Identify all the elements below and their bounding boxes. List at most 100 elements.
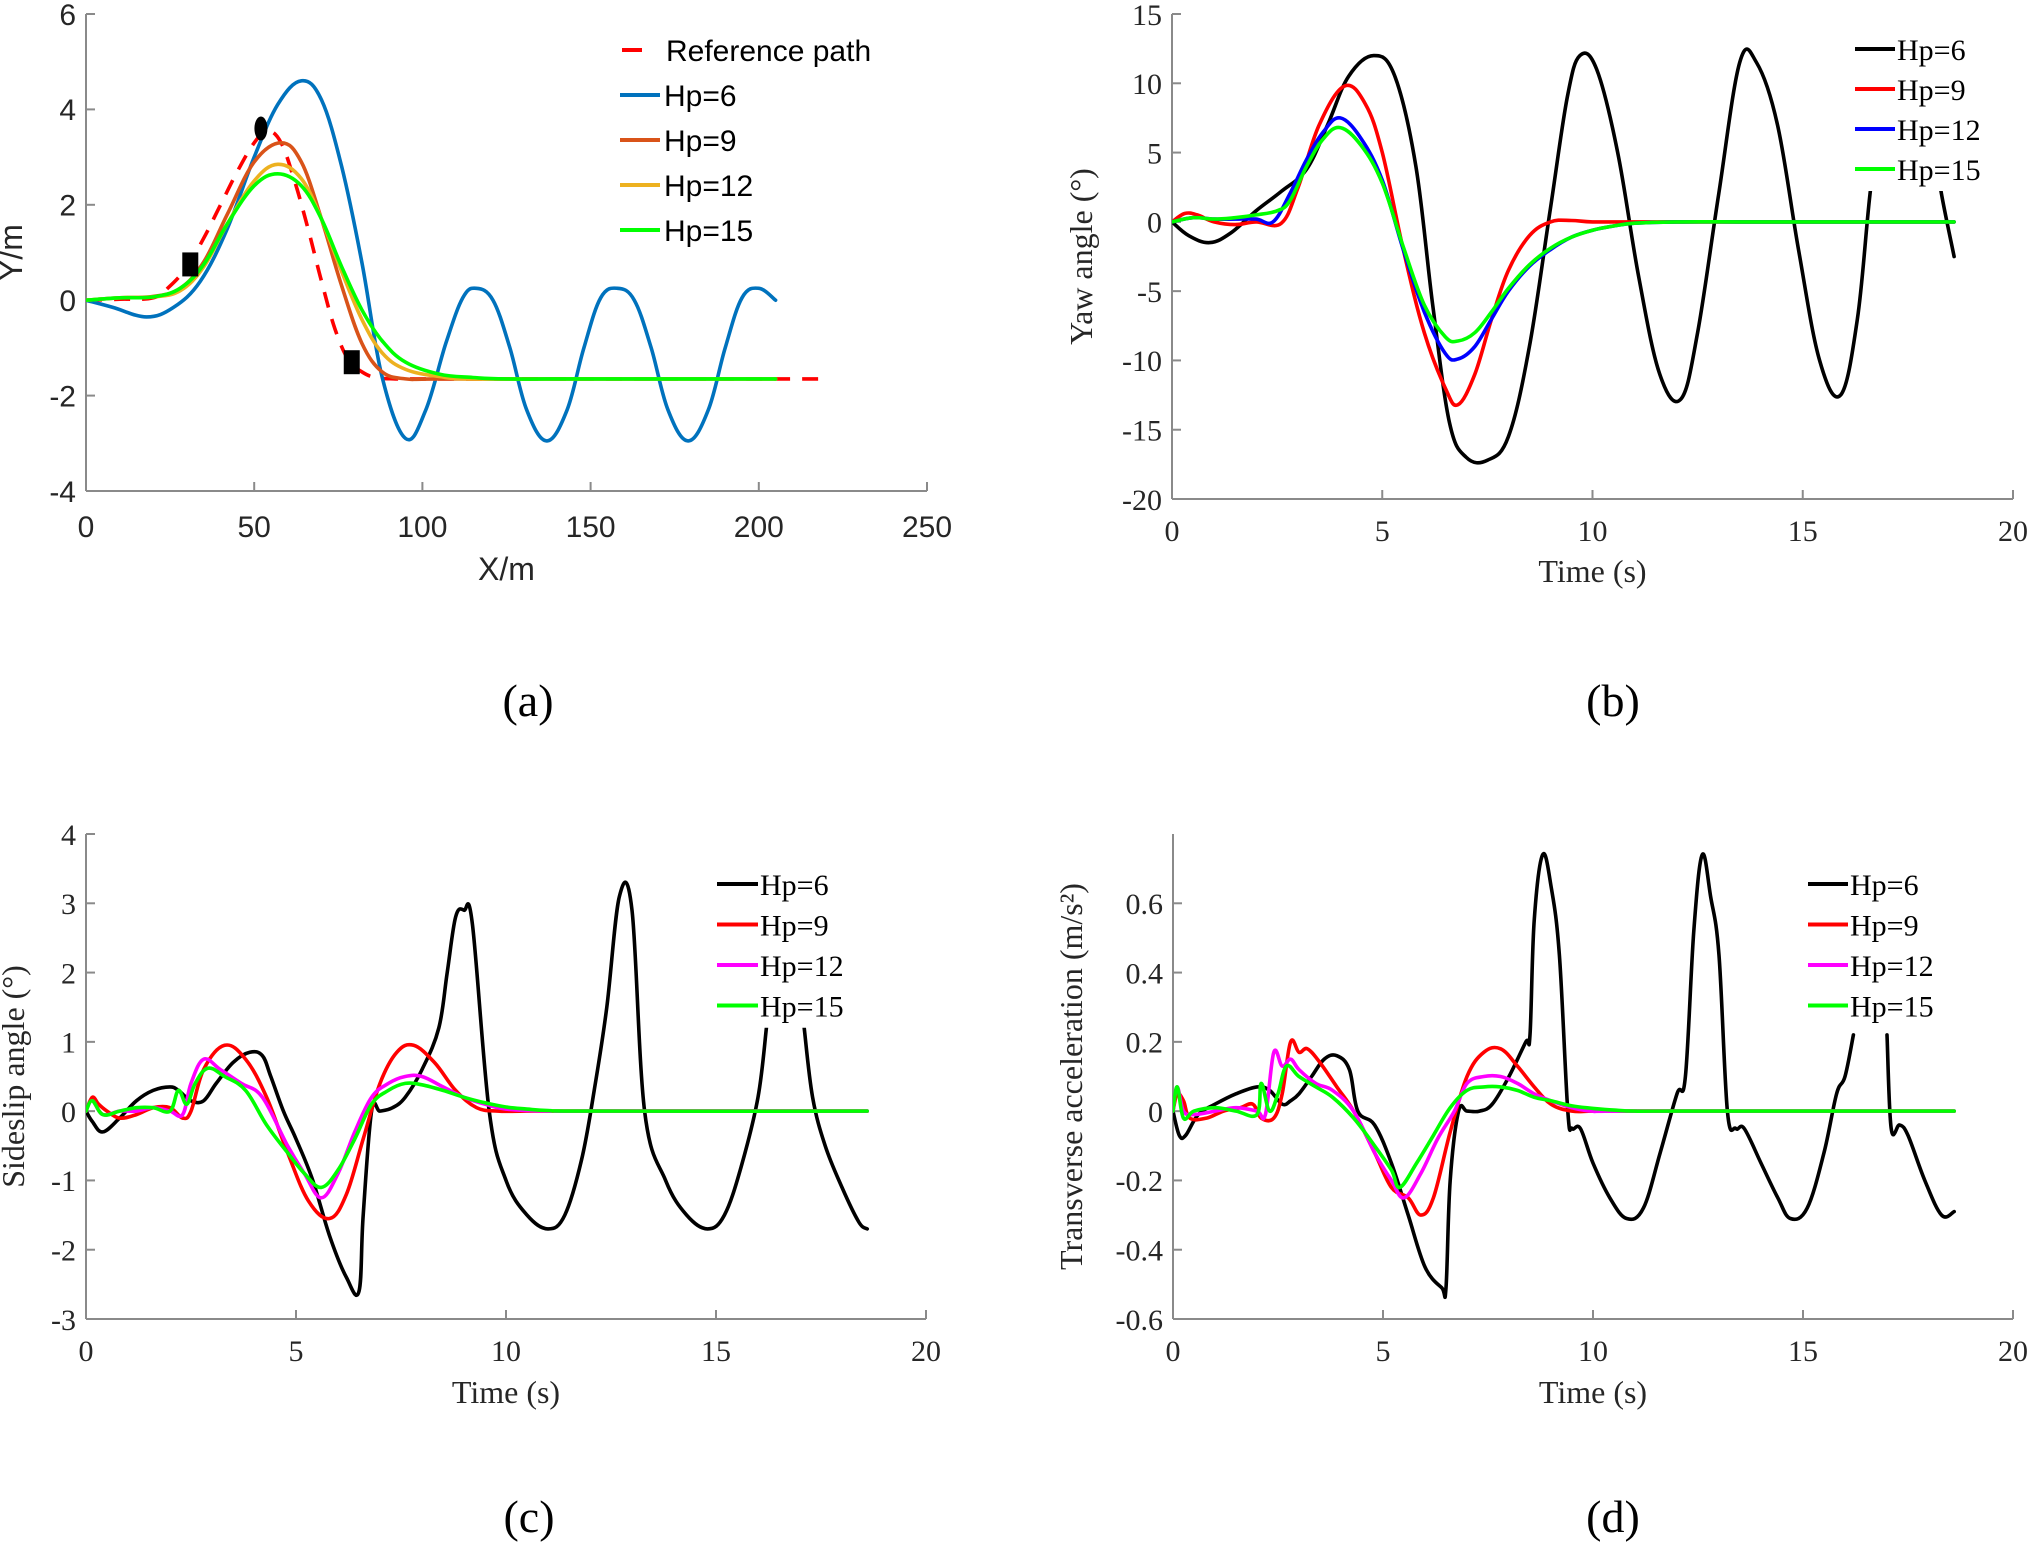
legend-box <box>711 861 861 1028</box>
y-tick-label: 4 <box>61 819 76 852</box>
x-tick-label: 20 <box>1998 1335 2028 1368</box>
x-tick-label: 20 <box>911 1335 941 1368</box>
legend-label: Hp=6 <box>664 80 737 113</box>
legend-label: Hp=6 <box>1850 869 1919 902</box>
legend-label: Hp=15 <box>664 215 753 248</box>
marker-square <box>182 252 199 277</box>
series-line-hp-6 <box>1173 851 1856 1300</box>
series-line-hp-6 <box>1172 47 1956 465</box>
legend-box <box>1802 861 1952 1028</box>
series-line-hp-9 <box>86 1042 869 1221</box>
panel-b-chart: 0 5 10 15 20 -20 -15 -10 -5 0 5 10 15 Time (s) Yaw ang… <box>1063 0 2028 589</box>
y-tick-label: -10 <box>1122 345 1162 378</box>
legend-label: Hp=12 <box>664 170 753 203</box>
panel-label-d: (d) <box>1586 1491 1640 1542</box>
x-axis-label: X/m <box>478 551 535 587</box>
y-tick-label: 0 <box>1148 1096 1163 1129</box>
x-axis-label: Time (s) <box>1538 553 1646 589</box>
y-tick-label: -4 <box>49 476 76 509</box>
y-tick-label: 0.2 <box>1126 1027 1164 1060</box>
legend-box <box>614 25 944 255</box>
plot-area <box>1172 47 1956 465</box>
legend-label: Hp=12 <box>1897 114 1981 147</box>
legend-label: Hp=9 <box>1850 909 1919 942</box>
legend-label: Hp=9 <box>664 125 737 158</box>
legend-label: Hp=9 <box>760 909 829 942</box>
y-axis-label: Yaw angle (°) <box>1063 168 1099 345</box>
panel-label-b: (b) <box>1586 675 1640 726</box>
x-tick-label: 10 <box>1578 1335 1608 1368</box>
x-tick-label: 5 <box>1376 1335 1391 1368</box>
legend-label: Hp=15 <box>1897 154 1981 187</box>
x-tick-label: 0 <box>1165 515 1180 548</box>
panel-a-chart: 0 50 100 150 200 250 -4 -2 0 2 4 6 X/m Y/m Reference p… <box>0 0 952 587</box>
series-line-hp-15 <box>86 172 778 381</box>
legend-label: Hp=12 <box>1850 950 1934 983</box>
x-tick-label: 0 <box>78 511 95 544</box>
series-line-hp-12 <box>1172 116 1956 362</box>
legend: Reference path Hp=6 Hp=9 Hp=12 Hp=15 <box>614 25 944 255</box>
x-tick-label: 0 <box>79 1335 94 1368</box>
series-line-hp-9 <box>1172 83 1956 408</box>
x-tick-label: 50 <box>238 511 271 544</box>
y-tick-label: 1 <box>61 1027 76 1060</box>
x-tick-label: 5 <box>289 1335 304 1368</box>
y-tick-label: 0 <box>59 285 76 318</box>
y-tick-label: -15 <box>1122 415 1162 448</box>
y-tick-label: 3 <box>61 888 76 921</box>
y-axis-label: Transverse acceleration (m/s²) <box>1053 883 1089 1270</box>
y-tick-label: -20 <box>1122 484 1162 517</box>
marker-ellipse <box>254 116 268 141</box>
x-tick-label: 250 <box>902 511 952 544</box>
y-tick-label: -0.2 <box>1116 1165 1164 1198</box>
legend-label: Hp=12 <box>760 950 844 983</box>
panel-d-chart: 0 5 10 15 20 -0.6 -0.4 -0.2 0 0.2 0.4 0.6 Time (s) Tr… <box>1053 834 2028 1410</box>
legend-label: Hp=6 <box>760 869 829 902</box>
y-tick-label: -0.6 <box>1116 1304 1164 1337</box>
y-tick-label: 6 <box>59 0 76 32</box>
y-tick-label: -0.4 <box>1116 1235 1164 1268</box>
legend-label: Reference path <box>666 35 871 68</box>
panel-label-a: (a) <box>502 675 553 726</box>
x-tick-label: 10 <box>1578 515 1608 548</box>
y-tick-label: -2 <box>49 380 76 413</box>
legend-label: Hp=15 <box>1850 990 1934 1023</box>
y-tick-label: 5 <box>1147 137 1162 170</box>
y-tick-label: 15 <box>1132 0 1162 32</box>
series-line-hp-6-after-legend <box>1885 1033 1956 1219</box>
legend: Hp=6 Hp=9 Hp=12 Hp=15 <box>1849 27 1984 191</box>
series-line-hp-15 <box>1173 1063 1956 1190</box>
x-tick-label: 15 <box>701 1335 731 1368</box>
y-tick-label: 0.6 <box>1126 888 1164 921</box>
panel-label-c: (c) <box>503 1491 554 1542</box>
x-tick-label: 10 <box>491 1335 521 1368</box>
plot-area <box>1173 851 1956 1300</box>
x-tick-label: 200 <box>734 511 784 544</box>
legend: Hp=6 Hp=9 Hp=12 Hp=15 <box>1802 861 1952 1028</box>
y-tick-label: 2 <box>61 957 76 990</box>
y-tick-label: -5 <box>1137 276 1162 309</box>
y-tick-label: -1 <box>51 1165 76 1198</box>
series-line-hp-15 <box>86 1066 869 1190</box>
x-tick-label: 150 <box>566 511 616 544</box>
y-axis-label: Sideslip angle (°) <box>0 965 31 1188</box>
y-tick-label: 4 <box>59 94 76 127</box>
x-tick-label: 5 <box>1375 515 1390 548</box>
y-tick-label: 0 <box>1147 207 1162 240</box>
y-tick-label: -3 <box>51 1304 76 1337</box>
series-line-hp-6 <box>86 880 769 1298</box>
legend-label: Hp=6 <box>1897 34 1966 67</box>
x-tick-label: 20 <box>1998 515 2028 548</box>
legend-box <box>1849 27 1984 191</box>
panel-c-chart: 0 5 10 15 20 -3 -2 -1 0 1 2 3 4 Time (s) Sideslip angl… <box>0 819 941 1410</box>
y-tick-label: 0.4 <box>1126 957 1164 990</box>
x-axis-label: Time (s) <box>1539 1374 1647 1410</box>
plot-area <box>86 880 869 1298</box>
series-line-hp-6-after-legend <box>802 1026 869 1231</box>
marker-square <box>343 350 360 375</box>
x-axis-label: Time (s) <box>452 1374 560 1410</box>
y-tick-label: -2 <box>51 1235 76 1268</box>
x-tick-label: 15 <box>1788 1335 1818 1368</box>
legend-label: Hp=15 <box>760 990 844 1023</box>
